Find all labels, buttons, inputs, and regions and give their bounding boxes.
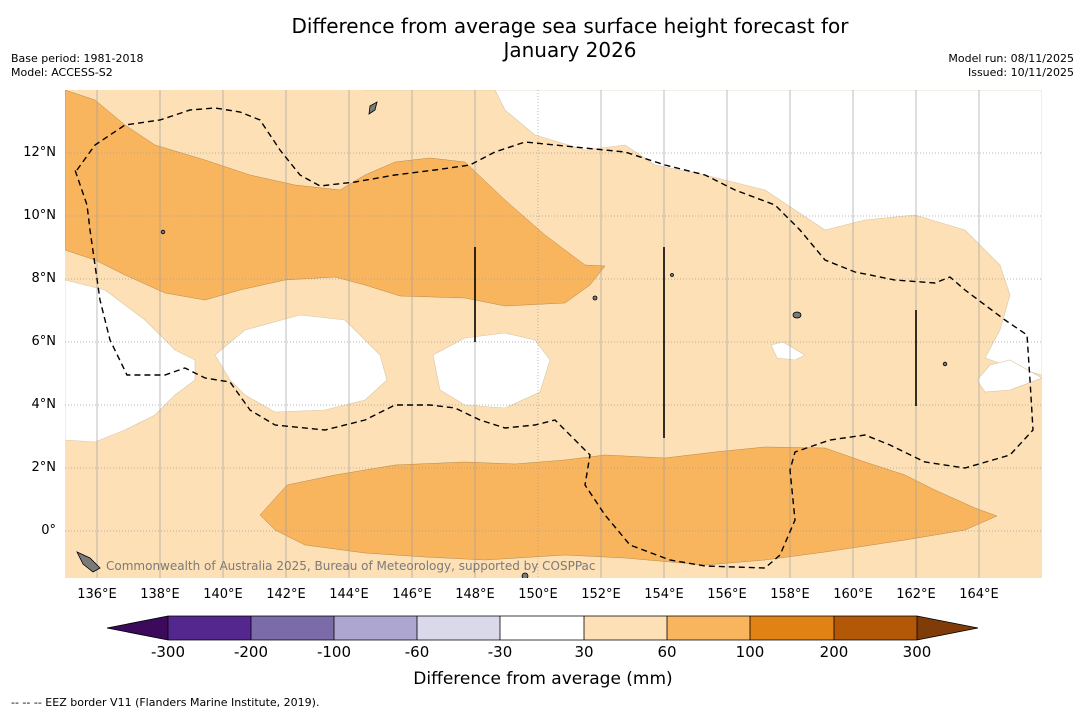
colorbar-tick-label: -100 xyxy=(316,643,352,661)
longitude-gridlines xyxy=(96,90,980,578)
colorbar-tick-label: -200 xyxy=(233,643,269,661)
lon-label: 164°E xyxy=(959,587,999,602)
copyright-text: Commonwealth of Australia 2025, Bureau o… xyxy=(106,559,596,573)
colorbar-tick-label: -300 xyxy=(150,643,186,661)
band-north-60-100mm xyxy=(65,90,606,307)
lon-label: 162°E xyxy=(896,587,936,602)
lon-label: 142°E xyxy=(266,587,306,602)
island-small-5 xyxy=(521,572,529,578)
white-region-north-central xyxy=(365,90,1042,376)
island-new-guinea-tip xyxy=(76,551,101,573)
white-region-west xyxy=(65,279,196,443)
colorbar-segment xyxy=(750,616,834,640)
title-line-1: Difference from average sea surface heig… xyxy=(291,14,849,38)
lon-label: 140°E xyxy=(203,587,243,602)
lat-label: 8°N xyxy=(31,271,57,286)
colorbar-tick-label: 300 xyxy=(902,643,932,661)
white-region-blob-2 xyxy=(432,332,551,409)
lon-label: 154°E xyxy=(644,587,684,602)
sea-height-map xyxy=(65,90,1042,578)
lat-label: 0° xyxy=(41,523,56,538)
colorbar-tick-label: -60 xyxy=(404,643,430,661)
eez-footnote: -- -- -- EEZ border V11 (Flanders Marine… xyxy=(11,696,320,709)
colorbar-segment xyxy=(168,616,251,640)
colorbar-segment xyxy=(667,616,750,640)
metadata-left: Base period: 1981-2018 Model: ACCESS-S2 xyxy=(11,52,143,80)
model-text: Model: ACCESS-S2 xyxy=(11,66,113,79)
white-region-east-edge xyxy=(976,359,1042,393)
lon-label: 152°E xyxy=(581,587,621,602)
eez-border-dashed xyxy=(74,107,1034,569)
colorbar xyxy=(106,615,979,641)
lon-label: 158°E xyxy=(770,587,810,602)
colorbar-segment xyxy=(584,616,667,640)
lon-label: 160°E xyxy=(833,587,873,602)
issued-text: Issued: 10/11/2025 xyxy=(967,66,1074,79)
island-small-3 xyxy=(592,295,598,301)
colorbar-segment xyxy=(251,616,334,640)
lon-label: 144°E xyxy=(329,587,369,602)
colorbar-tick-label: 30 xyxy=(574,643,594,661)
island-chuuk xyxy=(792,311,802,319)
island-small-4 xyxy=(670,273,674,277)
lon-label: 148°E xyxy=(455,587,495,602)
chart-title: Difference from average sea surface heig… xyxy=(200,14,940,62)
colorbar-segment xyxy=(500,616,584,640)
colorbar-tick-label: 200 xyxy=(819,643,849,661)
colorbar-extend-max xyxy=(917,616,978,640)
metadata-right: Model run: 08/11/2025 Issued: 10/11/2025 xyxy=(948,52,1074,80)
colorbar-extend-min xyxy=(107,616,168,640)
white-region-small xyxy=(770,341,806,361)
island-small-1 xyxy=(160,229,166,235)
colorbar-title: Difference from average (mm) xyxy=(413,669,673,689)
colorbar-tick-label: 100 xyxy=(735,643,765,661)
island-north xyxy=(368,101,378,115)
colorbar-segment xyxy=(334,616,417,640)
island-small-2 xyxy=(942,361,948,367)
islands xyxy=(76,101,948,578)
lon-label: 146°E xyxy=(392,587,432,602)
title-line-2: January 2026 xyxy=(503,38,637,62)
white-region-blob-1 xyxy=(214,314,388,413)
colorbar-segment xyxy=(417,616,500,640)
base-period-text: Base period: 1981-2018 xyxy=(11,52,144,65)
lat-label: 10°N xyxy=(23,208,56,223)
colorbar-outline xyxy=(106,615,979,641)
lon-label: 136°E xyxy=(77,587,117,602)
lat-label: 12°N xyxy=(23,145,56,160)
colorbar-segment xyxy=(834,616,917,640)
lat-label: 2°N xyxy=(31,460,57,475)
latitude-gridlines xyxy=(65,152,1042,532)
lon-label: 156°E xyxy=(707,587,747,602)
lat-label: 4°N xyxy=(31,397,57,412)
lon-label: 150°E xyxy=(518,587,558,602)
model-run-text: Model run: 08/11/2025 xyxy=(948,52,1074,65)
lon-label: 138°E xyxy=(140,587,180,602)
lat-label: 6°N xyxy=(31,334,57,349)
colorbar-tick-label: -30 xyxy=(487,643,513,661)
colorbar-tick-label: 60 xyxy=(657,643,677,661)
